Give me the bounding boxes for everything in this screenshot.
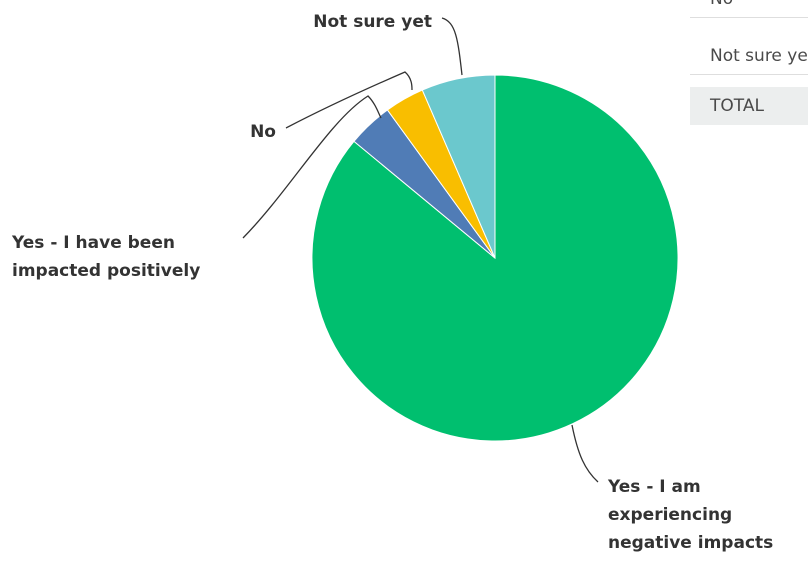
table-row-total: TOTAL	[690, 87, 808, 125]
slice-label-no: No	[250, 122, 276, 142]
leader-line-not-sure-yet	[441, 17, 463, 76]
slice-label-not-sure-yet: Not sure yet	[313, 12, 432, 32]
table-row-no: No	[690, 0, 808, 18]
leader-lines	[242, 17, 599, 483]
slice-label-yes-negative: Yes - I am experiencing negative impacts	[607, 477, 773, 553]
pie-slice-not-sure-yet	[421, 74, 496, 259]
slice-label-yes-positive: Yes - I have been impacted positively	[11, 233, 200, 281]
pie-slices	[311, 74, 679, 442]
slice-labels: Not sure yet No Yes - I have been impact…	[11, 12, 773, 553]
leader-line-no	[285, 71, 413, 129]
leader-line-yes-negative	[571, 424, 599, 483]
leader-line-yes-positive	[242, 95, 382, 239]
table-row-not-sure-yet: Not sure yet	[690, 37, 808, 75]
results-table: No Not sure yet TOTAL	[690, 0, 808, 135]
